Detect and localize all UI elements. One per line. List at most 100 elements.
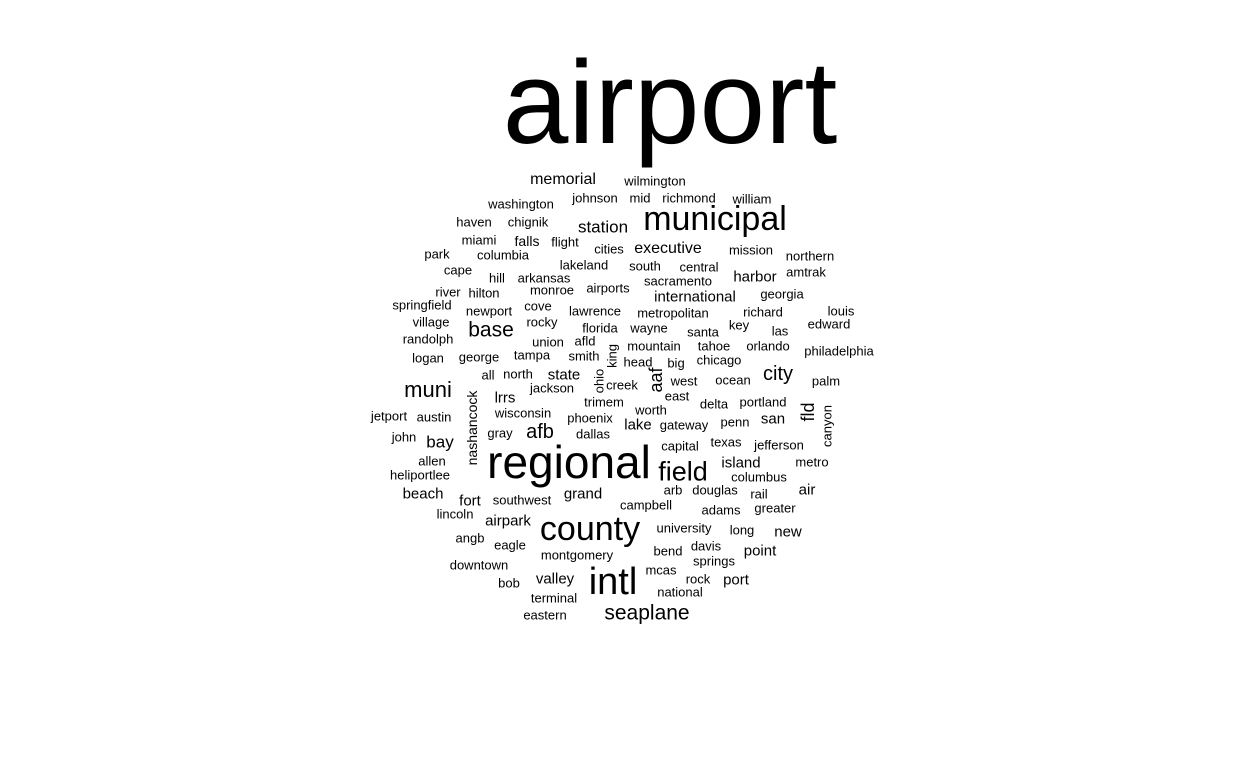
- word-village: village: [412, 314, 450, 330]
- word-arkansas: arkansas: [517, 270, 571, 286]
- word-sacramento: sacramento: [644, 273, 712, 289]
- word-river: river: [435, 284, 461, 300]
- word-edward: edward: [807, 316, 851, 332]
- word-terminal: terminal: [530, 590, 578, 606]
- word-airports: airports: [586, 280, 630, 296]
- word-grand: grand: [563, 485, 603, 503]
- word-field: field: [658, 456, 708, 487]
- word-jackson: jackson: [529, 380, 575, 396]
- word-valley: valley: [535, 570, 575, 588]
- word-cape: cape: [443, 262, 473, 278]
- word-flight: flight: [551, 234, 579, 250]
- word-texas: texas: [710, 434, 742, 450]
- word-richard: richard: [743, 304, 783, 320]
- word-island: island: [721, 454, 761, 472]
- word-bob: bob: [498, 575, 520, 591]
- word-fort: fort: [459, 492, 481, 510]
- word-richmond: richmond: [662, 190, 716, 206]
- word-north: north: [503, 366, 533, 382]
- word-orlando: orlando: [746, 338, 790, 354]
- word-port: port: [723, 571, 749, 589]
- word-rail: rail: [750, 486, 768, 502]
- word-metropolitan: metropolitan: [637, 305, 709, 321]
- word-tahoe: tahoe: [697, 338, 731, 354]
- word-falls: falls: [514, 233, 540, 249]
- word-union: union: [532, 334, 564, 350]
- word-palm: palm: [811, 373, 841, 389]
- word-canyon: canyon: [819, 405, 835, 447]
- word-louis: louis: [827, 303, 855, 319]
- word-lawrence: lawrence: [568, 303, 622, 319]
- word-east: east: [664, 388, 690, 404]
- word-portland: portland: [739, 394, 787, 410]
- word-georgia: georgia: [760, 286, 804, 302]
- word-ohio: ohio: [591, 368, 607, 394]
- word-austin: austin: [416, 409, 452, 425]
- word-lakeland: lakeland: [559, 257, 609, 273]
- word-gateway: gateway: [659, 417, 709, 433]
- word-southwest: southwest: [492, 492, 552, 508]
- word-station: station: [577, 217, 629, 237]
- word-springfield: springfield: [392, 297, 452, 313]
- word-logan: logan: [412, 350, 444, 366]
- word-mountain: mountain: [627, 338, 681, 354]
- word-long: long: [729, 522, 755, 538]
- word-washington: washington: [488, 196, 554, 212]
- word-san: san: [760, 410, 786, 428]
- word-ocean: ocean: [715, 372, 751, 388]
- word-johnson: johnson: [572, 190, 618, 206]
- word-heliportlee: heliportlee: [390, 467, 450, 483]
- word-phoenix: phoenix: [567, 410, 613, 426]
- word-tampa: tampa: [513, 347, 551, 363]
- word-florida: florida: [582, 320, 618, 336]
- word-northern: northern: [785, 248, 835, 264]
- word-intl: intl: [588, 561, 638, 603]
- word-afld: afld: [574, 333, 596, 349]
- word-eagle: eagle: [494, 537, 526, 553]
- word-bay: bay: [426, 432, 454, 452]
- word-afb: afb: [526, 421, 554, 443]
- word-airport: airport: [502, 37, 838, 169]
- word-davis: davis: [690, 538, 722, 554]
- word-chicago: chicago: [696, 352, 742, 368]
- word-fld: fld: [798, 402, 818, 422]
- word-national: national: [657, 584, 703, 600]
- word-big: big: [667, 355, 685, 371]
- word-arb: arb: [663, 482, 683, 498]
- word-airpark: airpark: [485, 512, 531, 530]
- word-springs: springs: [693, 553, 735, 569]
- word-smith: smith: [568, 348, 600, 364]
- word-nashancock: nashancock: [464, 390, 480, 466]
- word-aaf: aaf: [646, 367, 666, 393]
- word-randolph: randolph: [402, 331, 454, 347]
- word-allen: allen: [418, 453, 446, 469]
- word-state: state: [547, 366, 581, 384]
- word-greater: greater: [754, 500, 796, 516]
- word-lake: lake: [624, 416, 652, 434]
- word-mid: mid: [629, 190, 651, 206]
- word-king: king: [604, 344, 620, 368]
- word-worth: worth: [635, 402, 667, 418]
- word-columbia: columbia: [476, 247, 530, 263]
- word-trimem: trimem: [584, 394, 624, 410]
- word-penn: penn: [720, 414, 750, 430]
- word-adams: adams: [701, 502, 741, 518]
- word-las: las: [771, 323, 789, 339]
- word-wayne: wayne: [630, 320, 668, 336]
- word-seaplane: seaplane: [604, 601, 690, 625]
- word-lincoln: lincoln: [436, 506, 474, 522]
- word-haven: haven: [456, 214, 492, 230]
- word-montgomery: montgomery: [540, 547, 614, 563]
- word-newport: newport: [465, 303, 513, 319]
- word-hilton: hilton: [468, 285, 500, 301]
- word-hill: hill: [489, 270, 505, 286]
- word-county: county: [539, 510, 641, 548]
- word-columbus: columbus: [731, 469, 787, 485]
- word-jetport: jetport: [370, 408, 408, 424]
- word-executive: executive: [634, 240, 702, 257]
- word-wisconsin: wisconsin: [494, 405, 552, 421]
- word-downtown: downtown: [449, 557, 509, 573]
- word-memorial: memorial: [530, 171, 596, 188]
- word-gray: gray: [487, 425, 513, 441]
- word-west: west: [670, 373, 698, 389]
